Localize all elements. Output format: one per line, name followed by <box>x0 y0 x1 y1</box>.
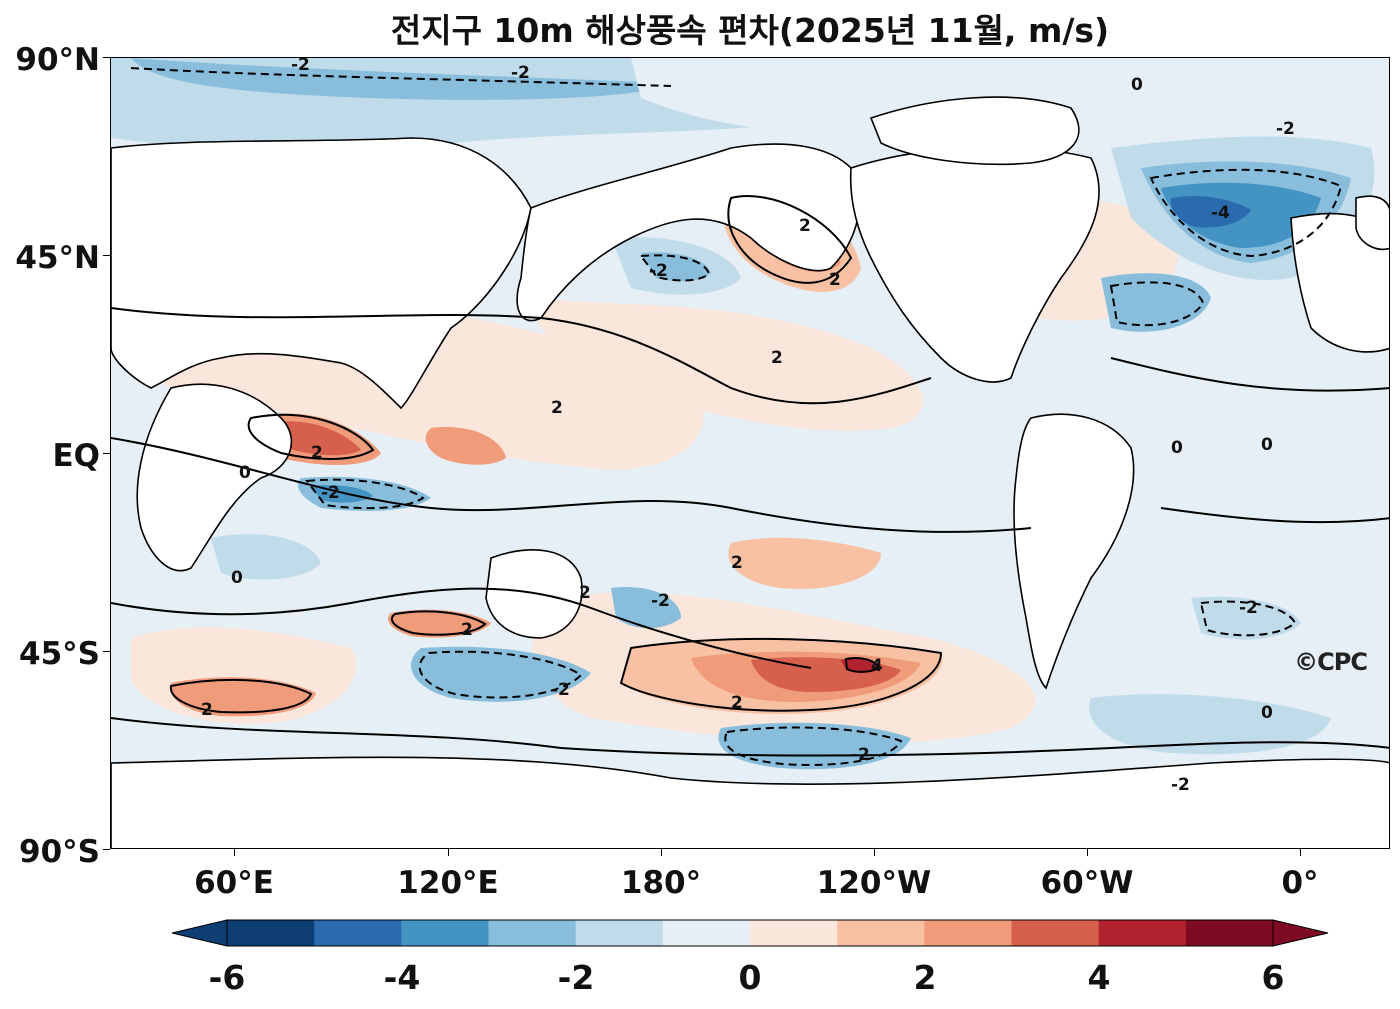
lat-tick <box>103 651 110 652</box>
lon-tick <box>661 849 662 856</box>
contour-label: -2 <box>1239 598 1258 618</box>
lat-tick <box>103 255 110 256</box>
lon-tick <box>234 849 235 856</box>
eurasia-africa-west <box>111 137 532 410</box>
contour-label: -2 <box>651 591 670 611</box>
colorbar-label: -6 <box>208 958 246 997</box>
colorbar-label: -4 <box>383 958 421 997</box>
lon-label-60e: 60°E <box>194 865 274 901</box>
lon-label-180: 180° <box>620 865 702 901</box>
contour-label: -2 <box>291 58 310 75</box>
contour-label: 2 <box>461 620 473 640</box>
lat-label-45n: 45°N <box>15 240 100 276</box>
colorbar-swatch <box>750 920 838 946</box>
contour-label: 0 <box>1131 75 1143 95</box>
lat-tick <box>103 849 110 850</box>
lon-tick <box>448 849 449 856</box>
map-panel: -2 -2 0 -2 -4 2 2 -2 2 2 2 0 -2 0 2 2 -2… <box>110 57 1390 849</box>
colorbar-swatches <box>171 919 1329 947</box>
contour-label: 2 <box>201 700 213 720</box>
british-isles <box>1355 195 1389 250</box>
contour-label: -2 <box>511 63 530 83</box>
colorbar-label: 4 <box>1087 958 1111 997</box>
contour-label: -2 <box>551 680 570 700</box>
lon-label-0: 0° <box>1281 865 1319 901</box>
colorbar-label: 2 <box>913 958 937 997</box>
lat-label-90n: 90°N <box>15 42 100 78</box>
lon-tick <box>1300 849 1301 856</box>
map-title: 전지구 10m 해상풍속 편차(2025년 11월, m/s) <box>390 11 1110 50</box>
contour-label: 0 <box>1261 703 1273 723</box>
colorbar-label: -2 <box>557 958 595 997</box>
colorbar-swatch <box>662 920 751 946</box>
contour-label: 2 <box>771 348 783 368</box>
africa <box>136 383 293 572</box>
south-america <box>1013 413 1135 690</box>
contour-label: 0 <box>239 463 251 483</box>
contour-label: -2 <box>851 745 870 765</box>
lat-tick <box>103 453 110 454</box>
contour-label: 0 <box>1171 438 1183 458</box>
contour-value-labels: -2 -2 0 -2 -4 2 2 -2 2 2 2 0 -2 0 2 2 -2… <box>201 58 1295 795</box>
europe-east <box>1290 212 1389 353</box>
contour-label: -2 <box>1171 775 1190 795</box>
contour-label: 2 <box>799 216 811 236</box>
contour-label: 2 <box>829 270 841 290</box>
contour-label: 0 <box>1261 435 1273 455</box>
land-masses <box>111 58 1389 848</box>
contour-label: -2 <box>321 483 340 503</box>
colorbar-swatch <box>227 920 315 946</box>
colorbar-swatch <box>924 920 1012 946</box>
colorbar-swatch <box>837 920 925 946</box>
colorbar-swatch <box>488 920 577 946</box>
colorbar-swatch <box>1011 920 1100 946</box>
lon-tick <box>1087 849 1088 856</box>
colorbar-swatch <box>575 920 664 946</box>
colorbar-swatch <box>1098 920 1187 946</box>
colorbar-extend-min <box>171 919 228 947</box>
lon-label-120w: 120°W <box>816 865 932 901</box>
contour-label: -2 <box>1276 119 1295 139</box>
lat-label-45s: 45°S <box>19 636 100 672</box>
contour-label: 2 <box>731 693 743 713</box>
contour-label: 4 <box>871 656 883 676</box>
colorbar <box>171 919 1329 947</box>
contour-label: 0 <box>231 568 243 588</box>
lat-label-90s: 90°S <box>19 834 100 870</box>
contour-label: 2 <box>731 553 743 573</box>
lon-label-120e: 120°E <box>397 865 499 901</box>
antarctica <box>111 756 1389 848</box>
contour-lines <box>111 195 1389 757</box>
colorbar-swatch <box>401 920 489 946</box>
greenland <box>869 96 1080 166</box>
colorbar-extend-max <box>1272 919 1329 947</box>
lon-tick <box>874 849 875 856</box>
colorbar-swatch <box>1185 920 1274 946</box>
negative-contour-lines <box>130 67 1343 767</box>
contour-label: 2 <box>551 398 563 418</box>
colorbar-frame <box>226 919 1274 947</box>
lat-label-eq: EQ <box>52 438 100 474</box>
anomaly-map: -2 -2 0 -2 -4 2 2 -2 2 2 2 0 -2 0 2 2 -2… <box>111 58 1389 848</box>
cpc-credit: ©CPC <box>1294 648 1368 676</box>
colorbar-label: 6 <box>1261 958 1285 997</box>
lon-label-60w: 60°W <box>1040 865 1134 901</box>
colorbar-label: 0 <box>738 958 762 997</box>
colorbar-swatch <box>314 920 402 946</box>
contour-label: 2 <box>311 443 323 463</box>
lat-tick <box>103 57 110 58</box>
contour-label: -4 <box>1211 203 1230 223</box>
contour-label: -2 <box>649 261 668 281</box>
contour-label: 2 <box>579 583 591 603</box>
